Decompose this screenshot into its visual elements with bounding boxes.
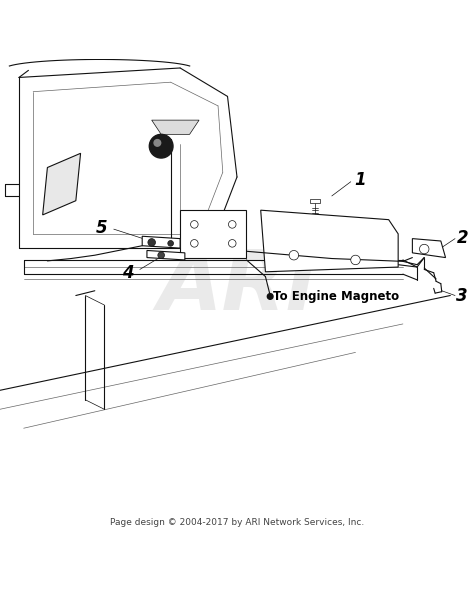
Polygon shape — [147, 251, 185, 260]
Text: To Engine Magneto: To Engine Magneto — [273, 290, 399, 303]
Circle shape — [149, 134, 173, 158]
Text: 2: 2 — [456, 229, 468, 246]
Circle shape — [228, 220, 236, 228]
Circle shape — [228, 239, 236, 247]
Bar — [180, 210, 246, 258]
Text: 3: 3 — [456, 287, 468, 306]
Bar — [310, 199, 320, 203]
Circle shape — [168, 241, 173, 246]
Circle shape — [351, 255, 360, 265]
Polygon shape — [43, 153, 81, 215]
Text: ARI: ARI — [157, 245, 317, 326]
Circle shape — [191, 220, 198, 228]
Circle shape — [154, 139, 161, 146]
Text: 4: 4 — [122, 264, 134, 282]
Text: 1: 1 — [355, 171, 366, 189]
Polygon shape — [142, 236, 180, 248]
Text: Page design © 2004-2017 by ARI Network Services, Inc.: Page design © 2004-2017 by ARI Network S… — [110, 518, 364, 527]
Text: 5: 5 — [96, 219, 108, 237]
Polygon shape — [261, 210, 398, 272]
Circle shape — [148, 239, 155, 246]
Circle shape — [289, 251, 299, 260]
Polygon shape — [412, 239, 446, 258]
Circle shape — [191, 239, 198, 247]
Circle shape — [419, 244, 429, 254]
Polygon shape — [152, 120, 199, 134]
Circle shape — [267, 294, 273, 299]
Circle shape — [158, 252, 164, 258]
